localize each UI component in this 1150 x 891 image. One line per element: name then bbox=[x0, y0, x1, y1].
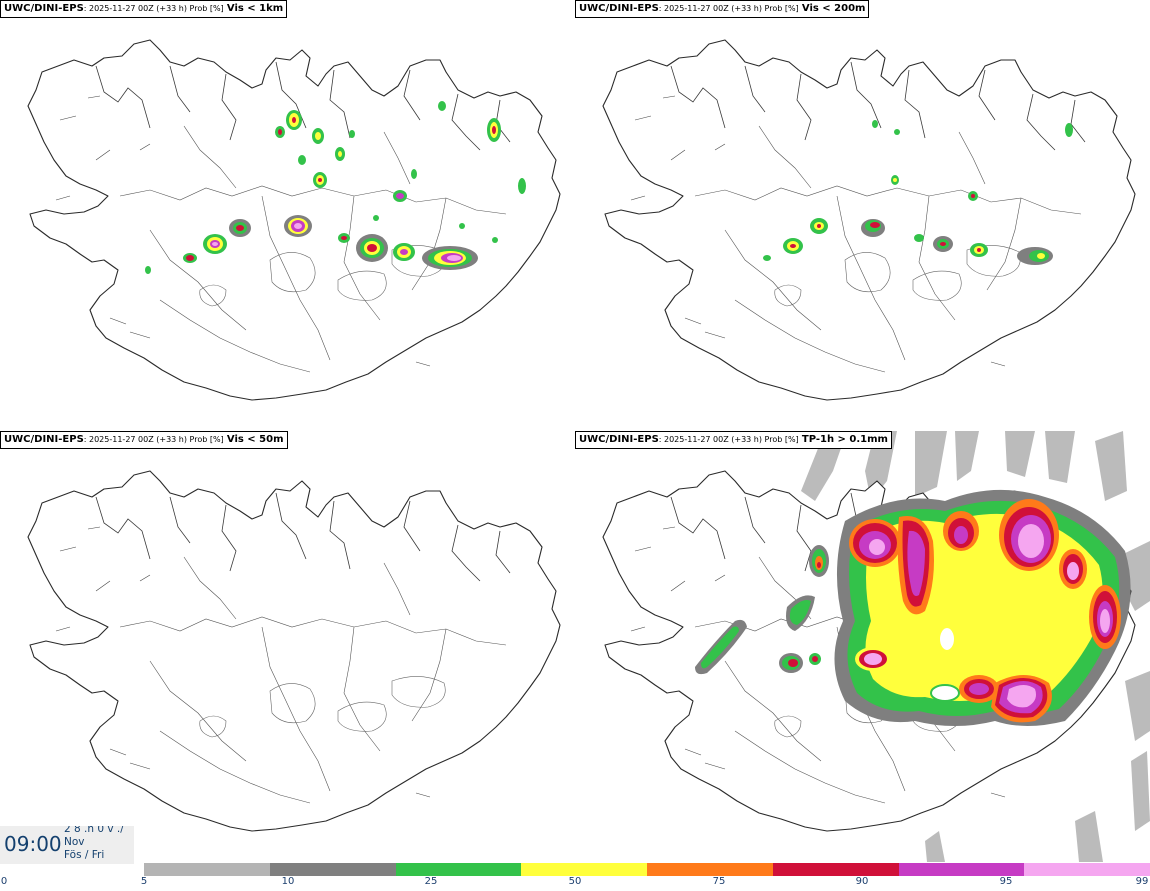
model-name: UWC/DINI-EPS bbox=[579, 3, 659, 14]
colorbar-segment bbox=[521, 863, 647, 876]
valid-time-clock: 09:00 bbox=[4, 832, 62, 856]
colorbar-segment bbox=[144, 863, 270, 876]
colorbar-tick-label: 99 bbox=[1135, 876, 1149, 887]
run-info: : 2025-11-27 00Z (+33 h) Prob [%] bbox=[658, 4, 799, 13]
probability-overlay bbox=[763, 120, 1073, 265]
map-panel-precip: UWC/DINI-EPS: 2025-11-27 00Z (+33 h) Pro… bbox=[575, 431, 1150, 862]
field-name: TP-1h > 0.1mm bbox=[801, 434, 888, 445]
date-line-1: 2 8 .n 0 v ./ bbox=[64, 826, 124, 835]
colorbar-tick-label: 10 bbox=[281, 876, 295, 887]
panel-title: UWC/DINI-EPS: 2025-11-27 00Z (+33 h) Pro… bbox=[0, 0, 288, 18]
colorbar-tick-label: 5 bbox=[140, 876, 148, 887]
field-name: Vis < 1km bbox=[226, 3, 284, 14]
run-info: : 2025-11-27 00Z (+33 h) Prob [%] bbox=[83, 4, 224, 13]
map-panel-vis-1km: UWC/DINI-EPS: 2025-11-27 00Z (+33 h) Pro… bbox=[0, 0, 575, 431]
date-line-3: Fös / Fri bbox=[64, 849, 105, 861]
colorbar-tick-label: 50 bbox=[568, 876, 582, 887]
colorbar-segment bbox=[647, 863, 773, 876]
map-panel-vis-50m: UWC/DINI-EPS: 2025-11-27 00Z (+33 h) Pro… bbox=[0, 431, 575, 862]
model-name: UWC/DINI-EPS bbox=[4, 3, 84, 14]
panel-title: UWC/DINI-EPS: 2025-11-27 00Z (+33 h) Pro… bbox=[0, 431, 288, 449]
probability-colorbar bbox=[144, 863, 1150, 876]
iceland-map-vis-1km bbox=[27, 39, 561, 401]
colorbar-segment bbox=[772, 863, 899, 876]
colorbar-segment bbox=[395, 863, 522, 876]
valid-time-box: 09:00 2 8 .n 0 v ./ Nov Fös / Fri bbox=[0, 826, 134, 864]
date-line-2: Nov bbox=[64, 836, 85, 848]
model-name: UWC/DINI-EPS bbox=[4, 434, 84, 445]
colorbar-segment bbox=[898, 863, 1025, 876]
colorbar-tick-label: 90 bbox=[855, 876, 869, 887]
field-name: Vis < 50m bbox=[226, 434, 284, 445]
colorbar-tick-label: 25 bbox=[424, 876, 438, 887]
colorbar-segment bbox=[1024, 863, 1150, 876]
iceland-map-precip bbox=[602, 431, 1150, 862]
colorbar-segment bbox=[269, 863, 396, 876]
probability-overlay bbox=[695, 489, 1131, 726]
probability-overlay bbox=[145, 101, 526, 274]
valid-date-info: 2 8 .n 0 v ./ Nov Fös / Fri bbox=[64, 826, 134, 862]
iceland-map-vis-50m bbox=[27, 470, 561, 832]
model-name: UWC/DINI-EPS bbox=[579, 434, 659, 445]
field-name: Vis < 200m bbox=[801, 3, 866, 14]
map-panel-vis-200m: UWC/DINI-EPS: 2025-11-27 00Z (+33 h) Pro… bbox=[575, 0, 1150, 431]
run-info: : 2025-11-27 00Z (+33 h) Prob [%] bbox=[658, 435, 799, 444]
colorbar-tick-label: 75 bbox=[712, 876, 726, 887]
colorbar-tick-label: 95 bbox=[999, 876, 1013, 887]
panel-title: UWC/DINI-EPS: 2025-11-27 00Z (+33 h) Pro… bbox=[575, 0, 870, 18]
panel-title: UWC/DINI-EPS: 2025-11-27 00Z (+33 h) Pro… bbox=[575, 431, 892, 449]
run-info: : 2025-11-27 00Z (+33 h) Prob [%] bbox=[83, 435, 224, 444]
colorbar-tick-label: 0 bbox=[0, 876, 8, 887]
iceland-map-vis-200m bbox=[602, 39, 1136, 401]
